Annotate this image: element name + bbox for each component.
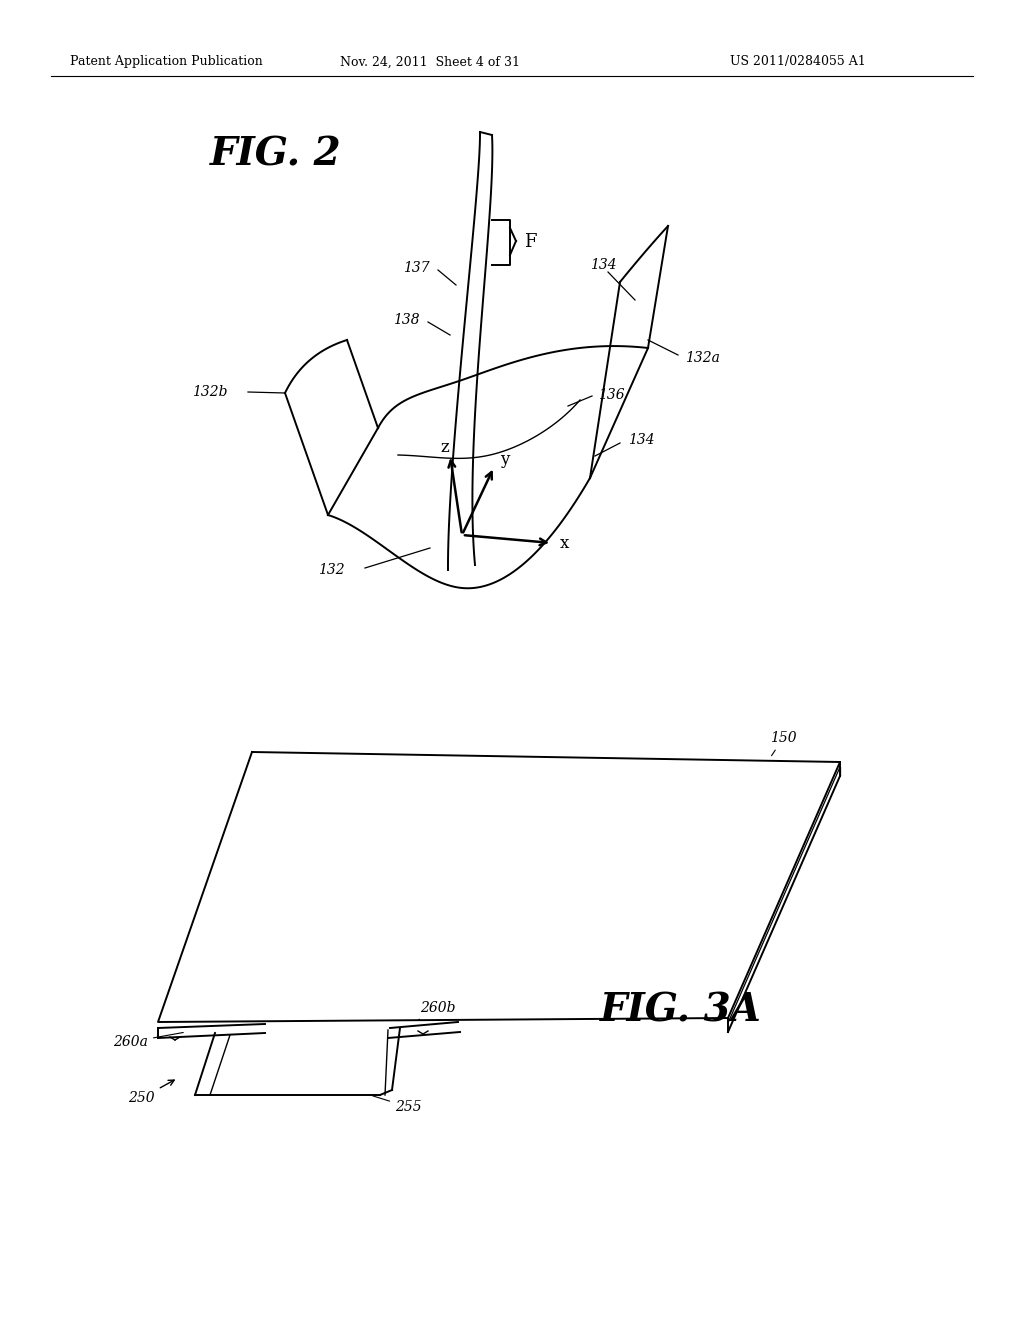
Text: FIG. 3A: FIG. 3A [600,991,762,1030]
Text: 134: 134 [590,257,616,272]
Text: y: y [500,450,509,467]
Text: 260a: 260a [113,1032,183,1049]
Text: US 2011/0284055 A1: US 2011/0284055 A1 [730,55,865,69]
Text: 150: 150 [770,731,797,755]
Text: FIG. 2: FIG. 2 [210,136,342,174]
Text: 137: 137 [403,261,430,275]
Text: 255: 255 [373,1096,422,1114]
Text: F: F [524,234,537,251]
Text: 132a: 132a [685,351,720,366]
Text: x: x [560,535,569,552]
Text: 260b: 260b [418,1001,456,1020]
Text: 138: 138 [393,313,420,327]
Text: 132: 132 [318,564,345,577]
Text: 136: 136 [598,388,625,403]
Text: 250: 250 [128,1080,174,1105]
Text: Nov. 24, 2011  Sheet 4 of 31: Nov. 24, 2011 Sheet 4 of 31 [340,55,520,69]
Text: Patent Application Publication: Patent Application Publication [70,55,263,69]
Text: z: z [440,438,449,455]
Text: 134: 134 [628,433,654,447]
Text: 132b: 132b [193,385,228,399]
